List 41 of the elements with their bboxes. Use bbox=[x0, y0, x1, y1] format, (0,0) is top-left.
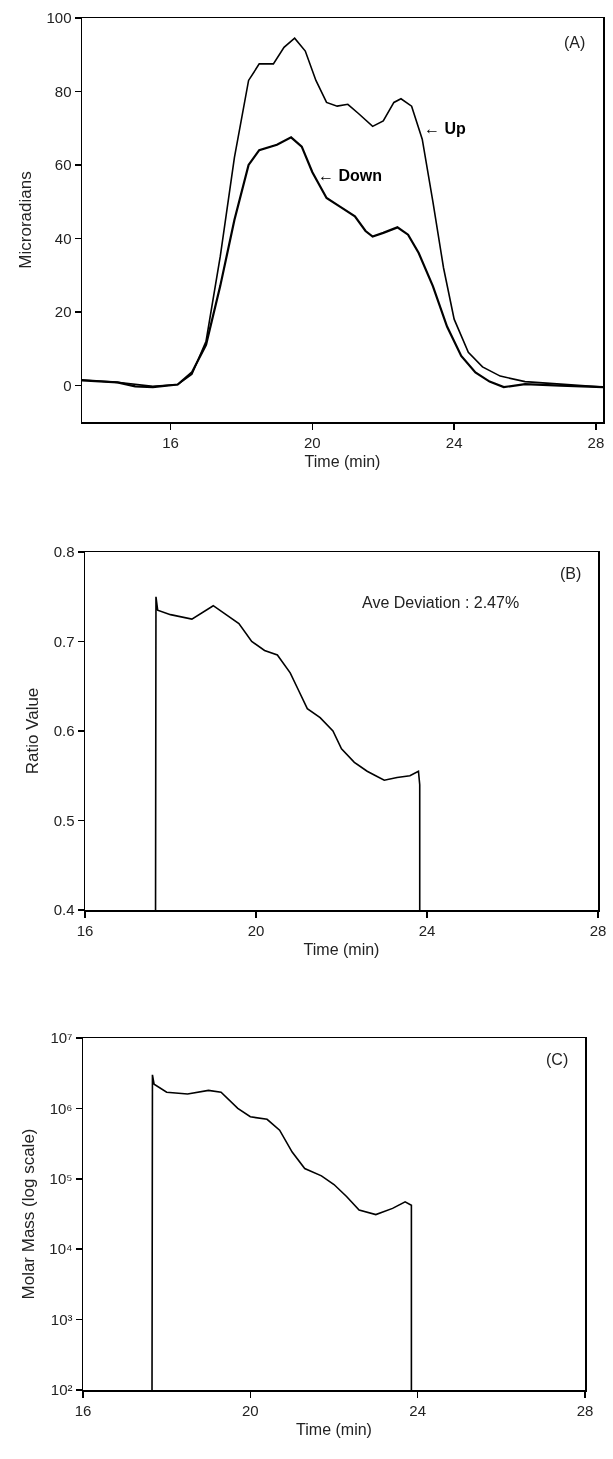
y-axis-title: Molar Mass (log scale) bbox=[19, 1128, 39, 1300]
y-tick-label: 0.8 bbox=[53, 543, 75, 561]
x-axis-title: Time (min) bbox=[303, 940, 380, 958]
y-tick-label: 10⁷ bbox=[50, 1029, 73, 1047]
x-tick-label: 28 bbox=[589, 921, 607, 939]
y-tick-label: 10³ bbox=[50, 1310, 73, 1328]
x-tick-label: 16 bbox=[74, 1401, 92, 1419]
x-tick-label: 24 bbox=[445, 433, 463, 451]
x-tick-label: 20 bbox=[304, 433, 321, 451]
x-tick-label: 20 bbox=[241, 1401, 259, 1419]
y-tick-label: 10⁵ bbox=[49, 1170, 73, 1188]
y-tick-label: 20 bbox=[54, 303, 72, 321]
x-tick-label: 24 bbox=[418, 921, 436, 939]
y-tick-label: 10⁶ bbox=[49, 1099, 73, 1117]
y-tick-label: 0.7 bbox=[53, 632, 75, 650]
y-tick-label: 80 bbox=[54, 82, 72, 100]
x-axis-title: Time (min) bbox=[304, 452, 381, 470]
annotation: ← Down bbox=[318, 167, 382, 184]
y-axis-title: Microradians bbox=[16, 171, 36, 269]
x-tick-label: 28 bbox=[576, 1401, 594, 1419]
y-tick-label: 60 bbox=[54, 156, 72, 174]
annotation: (C) bbox=[546, 1051, 569, 1068]
y-tick-label: 0.4 bbox=[53, 901, 75, 919]
x-tick-label: 16 bbox=[162, 433, 179, 451]
y-axis-title: Ratio Value bbox=[23, 687, 43, 775]
annotation: Ave Deviation : 2.47% bbox=[362, 594, 520, 611]
annotation: ← Up bbox=[424, 120, 466, 137]
y-tick-label: 0.5 bbox=[53, 811, 75, 829]
x-tick-label: 24 bbox=[409, 1401, 427, 1419]
x-tick-label: 16 bbox=[76, 921, 94, 939]
y-tick-label: 0 bbox=[63, 376, 72, 394]
annotation: (A) bbox=[564, 34, 586, 51]
y-tick-label: 40 bbox=[54, 229, 72, 247]
y-tick-label: 100 bbox=[46, 9, 72, 27]
y-tick-label: 0.6 bbox=[53, 722, 75, 740]
annotation: (B) bbox=[560, 565, 582, 582]
y-tick-label: 10⁴ bbox=[49, 1240, 73, 1258]
x-axis-title: Time (min) bbox=[296, 1420, 372, 1438]
x-tick-label: 20 bbox=[247, 921, 265, 939]
x-tick-label: 28 bbox=[587, 433, 605, 451]
y-tick-label: 10² bbox=[50, 1381, 73, 1399]
